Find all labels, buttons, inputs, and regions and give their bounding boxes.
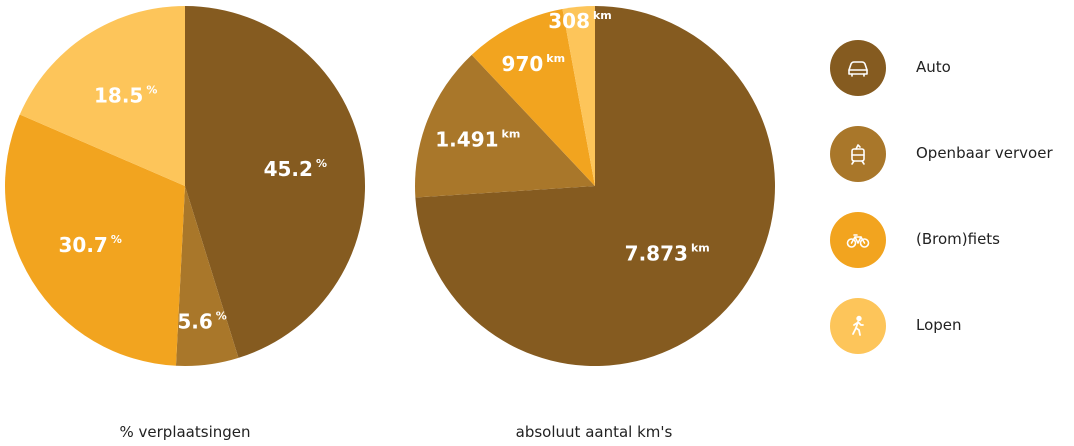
pie-slice-auto xyxy=(415,6,776,366)
data-label-bromfiets: 30.7% xyxy=(59,233,122,257)
pie-slice-lopen xyxy=(562,6,595,186)
pie-chart-km: 7.873 km 1.491 km 970 km 308 km xyxy=(415,6,776,366)
legend-label-bromfiets: (Brom)fiets xyxy=(916,230,1000,248)
data-label-openbaar-vervoer: 5.6% xyxy=(177,310,226,334)
pie-slice-auto xyxy=(185,5,366,358)
data-label-bromfiets: 970 km xyxy=(502,52,566,76)
data-label-openbaar-vervoer: 1.491 km xyxy=(435,128,520,152)
legend-item-openbaar-vervoer: Openbaar vervoer xyxy=(830,126,1070,182)
tram-icon xyxy=(830,126,886,182)
bicycle-icon xyxy=(830,212,886,268)
data-label-lopen: 308 km xyxy=(548,9,612,33)
pie-slice-lopen xyxy=(19,6,185,186)
pie-slice-bromfiets xyxy=(4,114,186,366)
legend-item-bromfiets: (Brom)fiets xyxy=(830,212,1070,268)
caption-km: absoluut aantal km's xyxy=(516,423,673,441)
data-label-auto: 45.2% xyxy=(264,157,327,181)
caption-verplaatsingen: % verplaatsingen xyxy=(120,423,251,441)
pie-chart-verplaatsingen: 45.2 % 5.6 % 30.7 % 18.5% xyxy=(4,5,366,366)
legend-item-auto: Auto xyxy=(830,40,1070,96)
legend-label-openbaar-vervoer: Openbaar vervoer xyxy=(916,144,1053,162)
pie-slice-openbaar-vervoer xyxy=(175,186,239,366)
data-label-lopen: 18.5% xyxy=(94,84,157,108)
legend-label-lopen: Lopen xyxy=(916,316,962,334)
pie-slice-bromfiets xyxy=(471,8,595,186)
legend-label-auto: Auto xyxy=(916,58,951,76)
pie-slice-openbaar-vervoer xyxy=(415,54,595,198)
legend-item-lopen: Lopen xyxy=(830,298,1070,354)
car-icon xyxy=(830,40,886,96)
walking-person-icon xyxy=(830,298,886,354)
data-label-auto: 7.873 km xyxy=(625,242,710,266)
